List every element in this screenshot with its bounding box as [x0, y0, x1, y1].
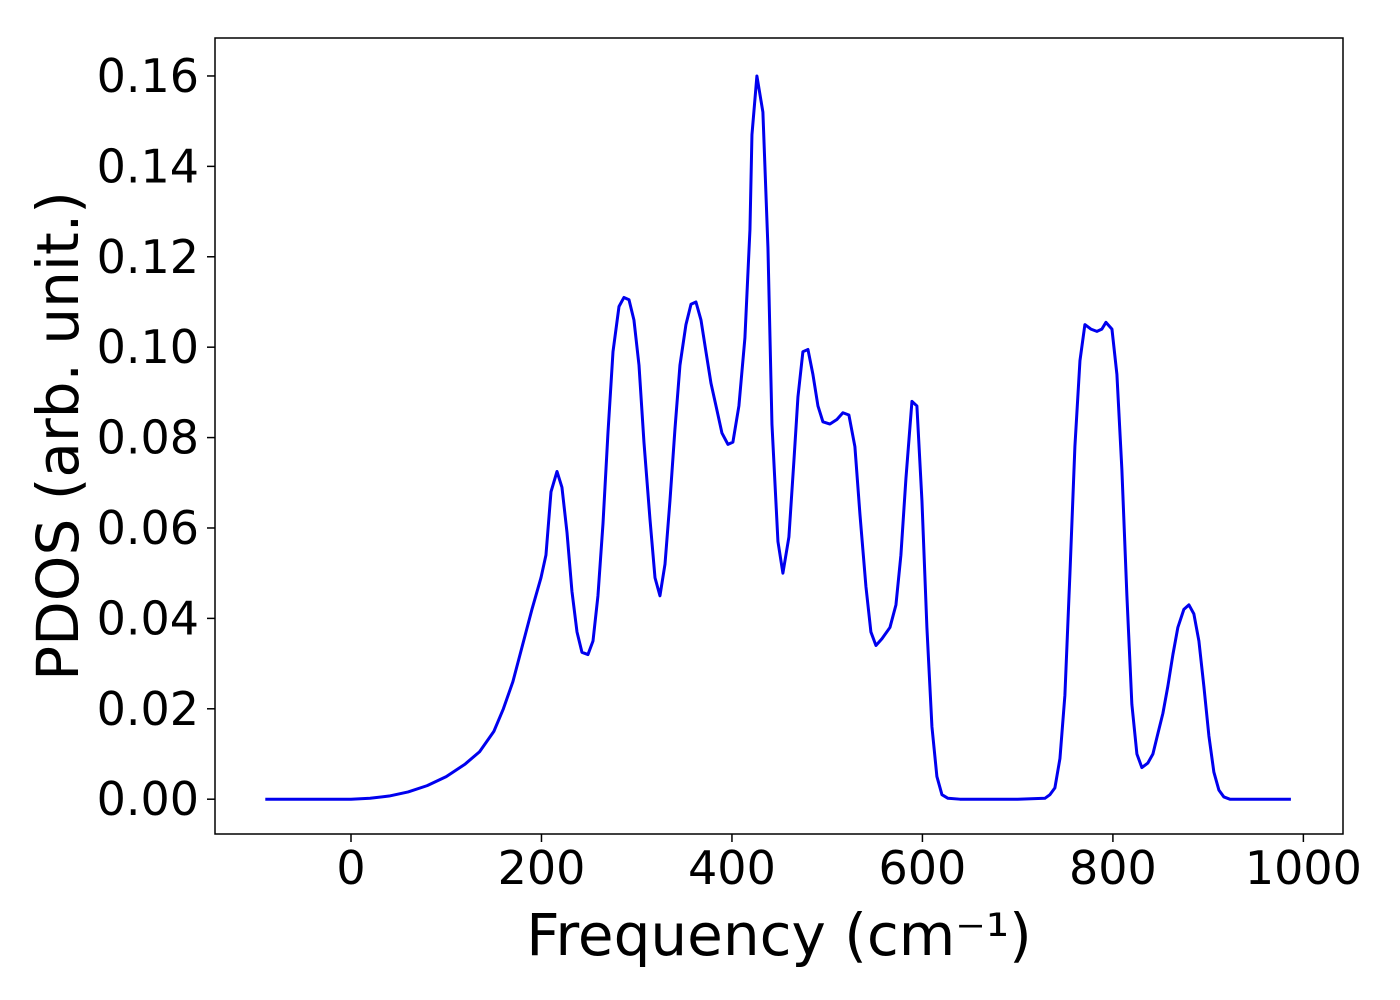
y-tick-label: 0.14 [97, 139, 199, 193]
y-tick-label: 0.08 [97, 411, 199, 465]
line [265, 74, 1291, 801]
y-tick-label: 0.04 [97, 591, 199, 645]
y-tick-label: 0.06 [97, 501, 199, 555]
x-tick-label: 0 [336, 841, 365, 895]
x-tick-label: 800 [1069, 841, 1157, 895]
y-tick-label: 0.02 [97, 682, 199, 736]
plot-frame [214, 37, 1344, 835]
y-tick-label: 0.00 [97, 772, 199, 826]
x-axis-label: Frequency (cm⁻¹) [526, 901, 1032, 969]
y-tick-label: 0.10 [97, 320, 199, 374]
y-tick-label: 0.12 [97, 230, 199, 284]
x-tick-label: 400 [688, 841, 776, 895]
y-axis-label: PDOS (arb. unit.) [24, 191, 92, 681]
x-tick-label: 600 [879, 841, 967, 895]
x-tick-label: 1000 [1245, 841, 1362, 895]
x-tick-label: 200 [498, 841, 586, 895]
y-tick-label: 0.16 [97, 49, 199, 103]
